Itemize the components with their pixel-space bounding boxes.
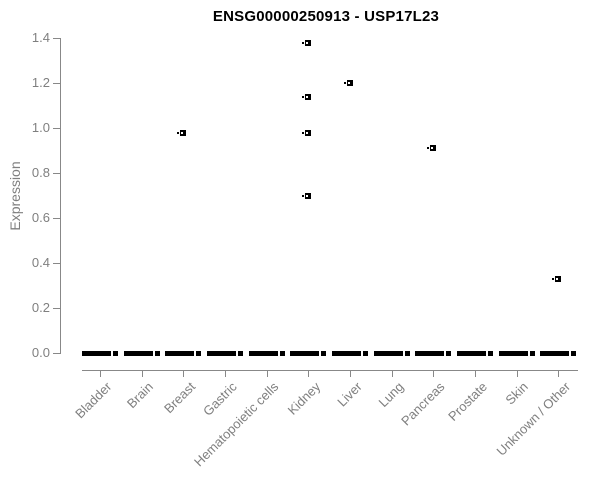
zero-box xyxy=(290,351,327,356)
x-tickmark xyxy=(474,370,476,377)
y-tick-label: 1.4 xyxy=(31,30,50,45)
y-tickmark xyxy=(53,353,60,354)
y-tick-label: 1.2 xyxy=(31,75,50,90)
x-tickmark xyxy=(266,370,268,377)
y-tick-label: 0.2 xyxy=(31,300,50,315)
outlier-point xyxy=(343,80,353,86)
x-tickmark xyxy=(349,370,351,377)
outlier-point xyxy=(302,39,312,46)
zero-box xyxy=(540,351,577,356)
zero-box xyxy=(456,351,493,356)
x-tick-label: Skin xyxy=(502,379,532,408)
zero-box xyxy=(123,351,160,356)
x-tick-label: Kidney xyxy=(284,379,323,418)
x-tick-label: Brain xyxy=(124,379,157,412)
y-tickmark xyxy=(53,308,60,309)
zero-box xyxy=(82,351,118,356)
outlier-point xyxy=(302,129,312,136)
y-tick-label: 0.4 xyxy=(31,255,50,270)
x-tickmark xyxy=(100,370,101,377)
y-tickmark xyxy=(53,173,60,174)
x-tick-label: Bladder xyxy=(72,379,115,422)
y-tick-label: 0.8 xyxy=(31,165,50,180)
x-tickmark xyxy=(558,370,560,377)
y-tickmark xyxy=(53,263,60,264)
x-tickmark xyxy=(183,370,185,377)
zero-box xyxy=(331,351,368,356)
y-tick-label: 0.6 xyxy=(31,210,50,225)
zero-box xyxy=(248,351,285,356)
x-tick-label: Liver xyxy=(334,379,365,410)
x-tickmark xyxy=(224,370,226,377)
zero-box xyxy=(498,351,535,356)
x-tickmark xyxy=(433,370,435,377)
y-tickmark xyxy=(53,38,60,39)
x-tick-label: Breast xyxy=(160,379,198,417)
x-tick-label: Pancreas xyxy=(398,379,448,429)
zero-box xyxy=(415,351,452,356)
outlier-point xyxy=(302,93,312,100)
x-tickmark xyxy=(516,370,518,377)
outlier-point xyxy=(552,275,562,282)
x-tick-label: Lung xyxy=(375,379,407,411)
y-tick-label: 0.0 xyxy=(31,345,50,360)
outlier-point xyxy=(302,192,312,199)
x-tickmark xyxy=(391,370,393,377)
zero-box xyxy=(373,351,410,356)
outlier-point xyxy=(427,145,437,152)
zero-box xyxy=(206,351,243,356)
outlier-point xyxy=(177,129,187,136)
y-tickmark xyxy=(53,128,60,129)
x-tickmark xyxy=(308,370,310,377)
x-axis-line xyxy=(82,370,578,371)
chart-title: ENSG00000250913 - USP17L23 xyxy=(212,8,440,25)
y-axis-line xyxy=(60,38,61,354)
y-tickmark xyxy=(53,218,60,219)
y-tick-label: 1.0 xyxy=(31,120,50,135)
zero-box xyxy=(165,351,202,356)
x-tick-label: Gastric xyxy=(199,379,240,419)
x-tick-label: Unknown / Other xyxy=(493,379,573,459)
x-tickmark xyxy=(141,370,143,377)
x-tick-label: Prostate xyxy=(444,379,490,424)
y-tickmark xyxy=(53,83,60,84)
